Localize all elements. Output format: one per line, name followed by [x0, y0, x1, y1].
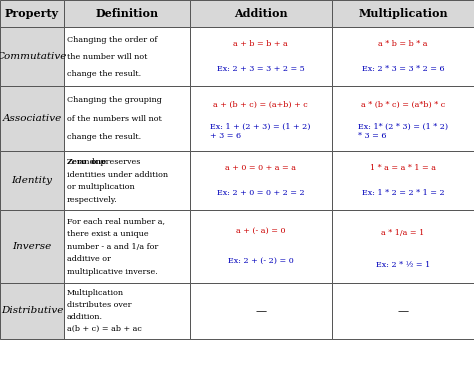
Bar: [190, 210, 332, 283]
Text: a(b + c) = ab + ac: a(b + c) = ab + ac: [67, 325, 142, 333]
Bar: [190, 86, 332, 151]
Text: Ex: 2 * ½ = 1: Ex: 2 * ½ = 1: [376, 261, 430, 269]
Text: Ex: 1 + (2 + 3) = (1 + 2)
+ 3 = 6: Ex: 1 + (2 + 3) = (1 + 2) + 3 = 6: [210, 123, 311, 141]
Text: —: —: [255, 306, 266, 316]
Bar: [64, 151, 190, 210]
Bar: [190, 0, 332, 27]
Text: multiplicative inverse.: multiplicative inverse.: [67, 268, 157, 276]
Text: number - a and 1/a for: number - a and 1/a for: [67, 243, 158, 250]
Text: Ex: 2 * 3 = 3 * 2 = 6: Ex: 2 * 3 = 3 * 2 = 6: [362, 65, 444, 73]
Text: Changing the order of: Changing the order of: [67, 36, 157, 44]
Text: Ex: 1 * 2 = 2 * 1 = 2: Ex: 1 * 2 = 2 * 1 = 2: [362, 189, 444, 197]
Text: Commutative: Commutative: [0, 53, 67, 61]
Bar: [332, 27, 474, 86]
Text: respectively.: respectively.: [67, 195, 118, 203]
Text: Property: Property: [5, 8, 59, 19]
Bar: [64, 283, 190, 339]
Text: —: —: [397, 306, 409, 316]
Text: Changing the grouping: Changing the grouping: [67, 96, 162, 104]
Text: of the numbers will not: of the numbers will not: [67, 115, 162, 123]
Bar: [0, 27, 64, 86]
Text: For each real number a,: For each real number a,: [67, 217, 165, 225]
Text: a * (b * c) = (a*b) * c: a * (b * c) = (a*b) * c: [361, 101, 445, 109]
Bar: [0, 283, 64, 339]
Text: identities under addition: identities under addition: [67, 171, 168, 179]
Text: a + 0 = 0 + a = a: a + 0 = 0 + a = a: [225, 164, 296, 172]
Bar: [332, 210, 474, 283]
Text: Zero: Zero: [67, 158, 87, 166]
Bar: [64, 210, 190, 283]
Text: Ex: 2 + 3 = 3 + 2 = 5: Ex: 2 + 3 = 3 + 2 = 5: [217, 65, 305, 73]
Bar: [332, 0, 474, 27]
Text: Identity: Identity: [11, 176, 53, 185]
Text: change the result.: change the result.: [67, 70, 141, 78]
Text: a + (- a) = 0: a + (- a) = 0: [236, 227, 285, 235]
Text: Ex: 2 + 0 = 0 + 2 = 2: Ex: 2 + 0 = 0 + 2 = 2: [217, 189, 304, 197]
Text: a + b = b + a: a + b = b + a: [233, 40, 288, 48]
Text: Associative: Associative: [2, 114, 62, 123]
Text: Distributive: Distributive: [1, 306, 63, 315]
Bar: [190, 27, 332, 86]
Bar: [0, 86, 64, 151]
Bar: [332, 86, 474, 151]
Bar: [190, 283, 332, 339]
Text: a * b = b * a: a * b = b * a: [378, 40, 428, 48]
Text: one: one: [90, 158, 107, 166]
Text: there exist a unique: there exist a unique: [67, 230, 148, 238]
Bar: [0, 0, 64, 27]
Text: Multiplication: Multiplication: [358, 8, 448, 19]
Bar: [64, 86, 190, 151]
Bar: [64, 27, 190, 86]
Bar: [64, 0, 190, 27]
Text: Definition: Definition: [95, 8, 158, 19]
Bar: [332, 151, 474, 210]
Bar: [190, 151, 332, 210]
Text: the number will not: the number will not: [67, 53, 147, 61]
Text: Addition: Addition: [234, 8, 288, 19]
Text: distributes over: distributes over: [67, 301, 131, 309]
Text: Multiplication: Multiplication: [67, 289, 124, 297]
Text: additive or: additive or: [67, 255, 111, 263]
Text: or multiplication: or multiplication: [67, 183, 135, 191]
Text: and: and: [77, 158, 97, 166]
Text: preserves: preserves: [98, 158, 140, 166]
Text: Ex: 1* (2 * 3) = (1 * 2)
* 3 = 6: Ex: 1* (2 * 3) = (1 * 2) * 3 = 6: [358, 123, 448, 141]
Bar: [332, 283, 474, 339]
Text: addition.: addition.: [67, 313, 103, 321]
Text: change the result.: change the result.: [67, 133, 141, 141]
Text: Ex: 2 + (- 2) = 0: Ex: 2 + (- 2) = 0: [228, 257, 293, 265]
Text: Inverse: Inverse: [12, 242, 52, 251]
Text: a * 1/a = 1: a * 1/a = 1: [381, 229, 425, 237]
Text: 1 * a = a * 1 = a: 1 * a = a * 1 = a: [370, 164, 436, 172]
Bar: [0, 210, 64, 283]
Bar: [0, 151, 64, 210]
Text: a + (b + c) = (a+b) + c: a + (b + c) = (a+b) + c: [213, 101, 308, 109]
